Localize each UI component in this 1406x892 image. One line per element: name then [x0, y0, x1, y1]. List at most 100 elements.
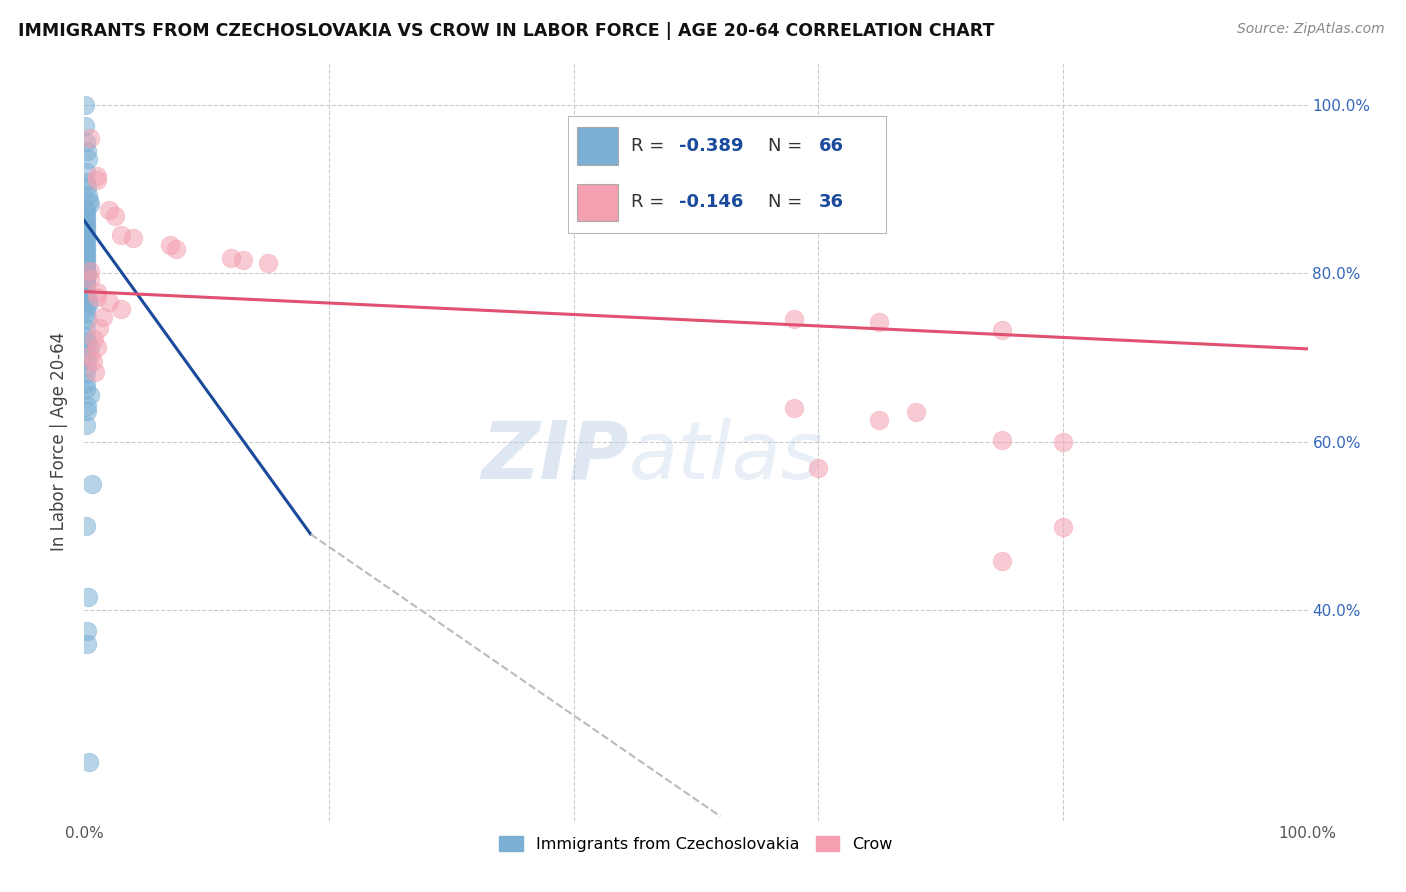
Point: [75, 283, 97, 297]
Point: [232, 252, 254, 267]
Point: [91, 310, 114, 324]
Point: [75, 215, 97, 229]
Point: [77, 755, 100, 769]
Point: [75, 165, 97, 179]
Point: [80, 476, 103, 491]
Point: [75, 212, 97, 227]
Point: [75, 278, 97, 293]
Point: [75, 265, 97, 279]
Text: ZIP: ZIP: [481, 417, 628, 496]
Point: [79, 272, 101, 286]
Point: [76, 352, 98, 367]
Point: [1052, 434, 1074, 449]
Point: [75, 253, 97, 268]
Point: [76, 289, 98, 303]
Point: [122, 230, 145, 244]
Point: [76, 399, 98, 413]
Point: [77, 293, 100, 307]
Point: [75, 224, 97, 238]
Point: [77, 194, 100, 209]
Point: [79, 340, 101, 354]
Point: [75, 367, 97, 381]
Point: [75, 250, 97, 264]
Point: [219, 251, 242, 265]
Point: [110, 228, 132, 243]
Point: [76, 404, 98, 418]
Point: [76, 312, 98, 326]
Point: [97, 202, 120, 217]
Point: [75, 275, 97, 289]
Point: [77, 296, 100, 310]
Point: [783, 401, 806, 415]
Point: [76, 624, 98, 639]
Point: [97, 294, 120, 309]
Point: [76, 180, 98, 194]
Point: [75, 175, 97, 189]
Point: [75, 136, 97, 150]
Point: [75, 202, 97, 216]
Point: [75, 518, 97, 533]
Point: [84, 366, 107, 380]
Point: [869, 315, 891, 329]
Point: [75, 209, 97, 223]
Point: [807, 461, 830, 475]
Point: [75, 348, 97, 362]
Y-axis label: In Labor Force | Age 20-64: In Labor Force | Age 20-64: [51, 332, 69, 551]
Point: [76, 266, 98, 280]
Point: [82, 353, 104, 368]
Point: [75, 417, 97, 432]
Point: [86, 173, 108, 187]
Point: [75, 229, 97, 244]
Point: [75, 235, 97, 250]
Point: [75, 239, 97, 253]
Point: [76, 335, 98, 350]
Point: [76, 144, 98, 158]
Point: [165, 242, 187, 256]
Point: [79, 349, 101, 363]
Point: [77, 591, 100, 605]
Point: [159, 238, 181, 252]
Point: [75, 261, 97, 276]
Point: [75, 329, 97, 343]
Point: [991, 554, 1014, 568]
Point: [79, 197, 101, 211]
Point: [75, 382, 97, 396]
Point: [75, 301, 97, 316]
Point: [77, 187, 100, 202]
Point: [79, 388, 101, 402]
Point: [75, 220, 97, 235]
Point: [75, 232, 97, 246]
Point: [79, 264, 101, 278]
Point: [75, 218, 97, 232]
Point: [869, 412, 891, 426]
Point: [1052, 520, 1074, 534]
Point: [86, 285, 108, 299]
Point: [79, 131, 101, 145]
Point: [75, 256, 97, 270]
Point: [75, 269, 97, 284]
Point: [104, 209, 127, 223]
Point: [76, 360, 98, 375]
Point: [991, 323, 1014, 337]
Point: [75, 247, 97, 261]
Text: IMMIGRANTS FROM CZECHOSLOVAKIA VS CROW IN LABOR FORCE | AGE 20-64 CORRELATION CH: IMMIGRANTS FROM CZECHOSLOVAKIA VS CROW I…: [18, 22, 994, 40]
Point: [75, 242, 97, 256]
Point: [75, 272, 97, 286]
Point: [257, 256, 280, 270]
Point: [110, 302, 132, 317]
Point: [86, 340, 108, 354]
Point: [75, 376, 97, 390]
Point: [87, 320, 110, 334]
Text: atlas: atlas: [628, 417, 824, 496]
Legend: Immigrants from Czechoslovakia, Crow: Immigrants from Czechoslovakia, Crow: [494, 830, 898, 858]
Point: [75, 286, 97, 301]
Point: [75, 227, 97, 241]
Point: [77, 153, 100, 167]
Point: [75, 305, 97, 319]
Point: [75, 119, 97, 133]
Point: [76, 637, 98, 651]
Point: [75, 205, 97, 219]
Point: [86, 290, 108, 304]
Point: [73, 97, 96, 112]
Point: [75, 260, 97, 274]
